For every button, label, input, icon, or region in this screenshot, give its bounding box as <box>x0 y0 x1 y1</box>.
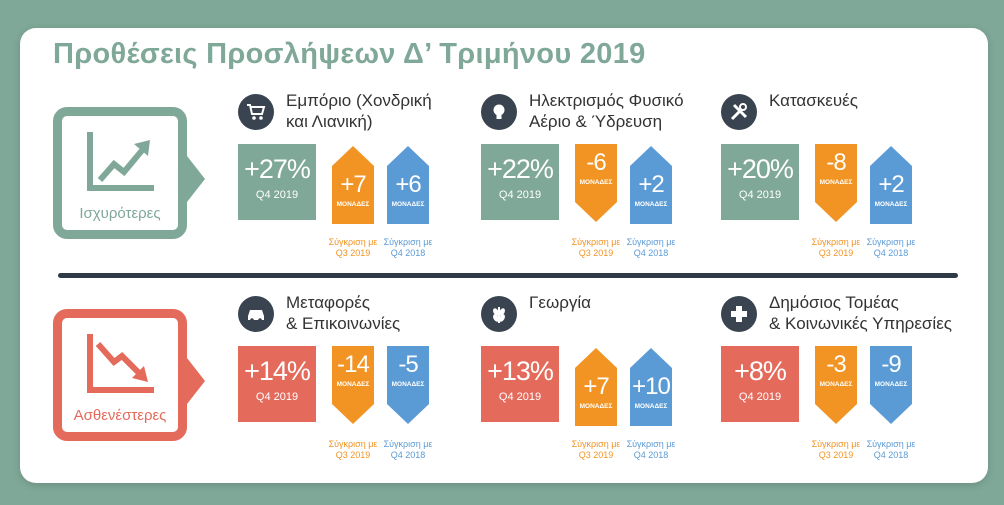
sector-name: Γεωργία <box>529 293 591 312</box>
q4-change-badge: +6 ΜΟΝΑΔΕΣ <box>387 166 429 224</box>
strongest-label: Ισχυρότερες <box>79 205 161 222</box>
q4-change-badge: +2 ΜΟΝΑΔΕΣ <box>630 166 672 224</box>
arrow-down-icon <box>815 404 857 424</box>
sector-name: Εμπόριο (Χονδρική και Λιανική) <box>286 91 432 131</box>
arrow-up-icon <box>387 146 429 166</box>
arrow-down-icon <box>870 404 912 424</box>
sector-period: Q4 2019 <box>255 391 299 403</box>
weakest-category-box: Ασθενέστερες <box>53 309 205 441</box>
lightbulb-icon <box>481 94 517 130</box>
sector-period: Q4 2019 <box>738 189 782 201</box>
sector-period: Q4 2019 <box>255 189 299 201</box>
weakest-pointer <box>187 358 205 404</box>
sector-name: Κατασκευές <box>769 91 858 110</box>
weakest-label: Ασθενέστερες <box>73 407 167 424</box>
arrow-down-icon <box>815 202 857 222</box>
arrow-up-icon <box>332 146 374 166</box>
plus-icon <box>721 296 757 332</box>
sector-name: Ηλεκτρισμός Φυσικό Αέριο & Ύδρευση <box>529 91 684 131</box>
arrow-down-icon <box>332 404 374 424</box>
q3-change-badge: -6 ΜΟΝΑΔΕΣ <box>575 144 617 202</box>
compare-q3-label: Σύγκριση με Q3 2019 <box>328 237 378 258</box>
compare-q4-label: Σύγκριση με Q4 2018 <box>866 439 916 460</box>
compare-q3-label: Σύγκριση με Q3 2019 <box>571 237 621 258</box>
tools-icon <box>721 94 757 130</box>
compare-q4-label: Σύγκριση με Q4 2018 <box>383 439 433 460</box>
arrow-up-icon <box>575 348 617 368</box>
compare-q3-label: Σύγκριση με Q3 2019 <box>328 439 378 460</box>
q3-change-badge: -3 ΜΟΝΑΔΕΣ <box>815 346 857 404</box>
car-icon <box>238 296 274 332</box>
compare-q4-label: Σύγκριση με Q4 2018 <box>626 439 676 460</box>
sector-name: Μεταφορές & Επικοινωνίες <box>286 293 401 333</box>
sector-value-box: +8% Q4 2019 <box>721 346 799 422</box>
q3-change-badge: -8 ΜΟΝΑΔΕΣ <box>815 144 857 202</box>
compare-q4-label: Σύγκριση με Q4 2018 <box>626 237 676 258</box>
infographic-card: Προθέσεις Προσλήψεων Δ’ Τριμήνου 2019 Ισ… <box>20 28 988 483</box>
q3-change-badge: +7 ΜΟΝΑΔΕΣ <box>332 166 374 224</box>
sector-value-box: +13% Q4 2019 <box>481 346 559 422</box>
compare-q3-label: Σύγκριση με Q3 2019 <box>571 439 621 460</box>
sector-period: Q4 2019 <box>738 391 782 403</box>
q3-change-badge: -14 ΜΟΝΑΔΕΣ <box>332 346 374 404</box>
sector-value: +27% <box>244 154 311 184</box>
sector-value: +20% <box>727 154 794 184</box>
q4-change-badge: -5 ΜΟΝΑΔΕΣ <box>387 346 429 404</box>
q4-change-badge: -9 ΜΟΝΑΔΕΣ <box>870 346 912 404</box>
arrow-up-icon <box>870 146 912 166</box>
strongest-category-box: Ισχυρότερες <box>53 107 205 239</box>
arrow-up-icon <box>630 146 672 166</box>
sector-value: +22% <box>487 154 554 184</box>
trend-up-icon <box>87 132 154 191</box>
sector-period: Q4 2019 <box>498 189 542 201</box>
sector-value: +13% <box>487 356 554 386</box>
sector-value-box: +20% Q4 2019 <box>721 144 799 220</box>
arrow-down-icon <box>575 202 617 222</box>
sector-value-box: +22% Q4 2019 <box>481 144 559 220</box>
q4-change-badge: +10 ΜΟΝΑΔΕΣ <box>630 368 672 426</box>
compare-q4-label: Σύγκριση με Q4 2018 <box>866 237 916 258</box>
sector-value: +8% <box>734 356 787 386</box>
cart-icon <box>238 94 274 130</box>
section-divider <box>58 273 958 278</box>
q4-change-badge: +2 ΜΟΝΑΔΕΣ <box>870 166 912 224</box>
sector-value-box: +27% Q4 2019 <box>238 144 316 220</box>
arrow-up-icon <box>630 348 672 368</box>
sector-value-box: +14% Q4 2019 <box>238 346 316 422</box>
compare-q3-label: Σύγκριση με Q3 2019 <box>811 439 861 460</box>
sector-value: +14% <box>244 356 311 386</box>
page-title: Προθέσεις Προσλήψεων Δ’ Τριμήνου 2019 <box>53 38 646 70</box>
sector-name: Δημόσιος Τομέας & Κοινωνικές Υπηρεσίες <box>769 293 952 333</box>
trend-down-icon <box>87 334 154 393</box>
strongest-pointer <box>187 156 205 202</box>
sector-period: Q4 2019 <box>498 391 542 403</box>
q3-change-badge: +7 ΜΟΝΑΔΕΣ <box>575 368 617 426</box>
compare-q3-label: Σύγκριση με Q3 2019 <box>811 237 861 258</box>
wheat-icon <box>481 296 517 332</box>
compare-q4-label: Σύγκριση με Q4 2018 <box>383 237 433 258</box>
arrow-down-icon <box>387 404 429 424</box>
